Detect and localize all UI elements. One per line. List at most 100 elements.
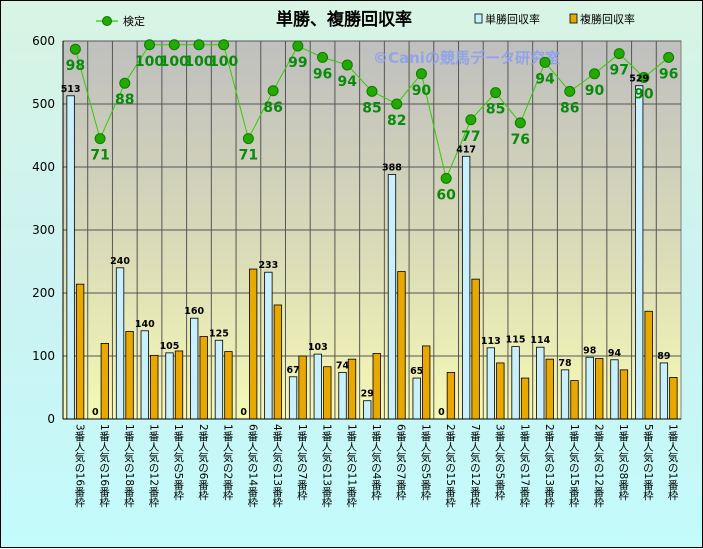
place-return-bar: [520, 377, 530, 420]
data-labels: 513 0 240 140 105 160 125 0 233 67 103 74 29 388 65 0 41…: [61, 54, 679, 418]
place-return-bar: [100, 342, 109, 420]
legend-win-swatch: [474, 13, 483, 24]
win-return-bar: [387, 174, 397, 420]
place-return-bar: [298, 355, 307, 420]
legend-win-label: 単勝回収率: [485, 12, 540, 26]
kentei-marker: [168, 39, 180, 51]
kentei-value-label: 86: [263, 100, 282, 116]
x-category-label: 1番人気の5番枠: [172, 424, 184, 501]
kentei-marker: [94, 133, 106, 145]
watermark-text: ©Caniの競馬データ研究室: [373, 49, 560, 67]
kentei-marker: [613, 48, 625, 60]
win-return-value-label: 160: [184, 306, 204, 317]
win-return-value-label: 0: [92, 407, 99, 418]
win-return-value-label: 115: [506, 335, 526, 346]
win-return-bar: [659, 362, 669, 420]
x-category-label: 6番人気の7番枠: [395, 424, 407, 501]
win-return-value-label: 103: [308, 342, 328, 353]
y-tick-label: 500: [32, 97, 55, 111]
kentei-marker: [292, 40, 304, 52]
place-return-bar: [150, 354, 159, 420]
win-return-bar: [313, 353, 322, 420]
win-return-value-label: 0: [438, 407, 445, 418]
kentei-value-label: 96: [313, 66, 332, 82]
legend-place-swatch: [569, 13, 578, 24]
kentei-marker: [415, 68, 427, 80]
kentei-marker: [317, 51, 329, 63]
kentei-marker: [144, 39, 156, 51]
win-return-value-label: 125: [209, 328, 229, 339]
win-return-bar: [536, 346, 545, 420]
win-return-value-label: 113: [481, 336, 501, 347]
kentei-value-label: 100: [160, 54, 189, 70]
place-return-bar: [669, 377, 678, 420]
y-tick-label: 0: [47, 412, 55, 426]
win-return-value-label: 98: [583, 345, 597, 356]
win-return-bar: [610, 359, 619, 420]
win-return-bar: [214, 339, 224, 420]
kentei-marker: [490, 87, 502, 99]
kentei-value-label: 71: [90, 148, 109, 164]
x-category-label: 1番人気の11番枠: [345, 424, 357, 508]
kentei-marker: [465, 114, 477, 126]
win-return-value-label: 140: [135, 319, 155, 330]
chart-title: 単勝、複勝回収率: [276, 9, 412, 30]
kentei-value-label: 85: [486, 102, 505, 118]
win-return-value-label: 0: [240, 407, 247, 418]
kentei-marker: [638, 72, 650, 84]
place-return-bar: [397, 271, 406, 420]
x-category-label: 2番人気の12番枠: [592, 424, 604, 508]
x-category-label: 1番人気の4番枠: [370, 424, 382, 501]
win-return-bar: [585, 356, 594, 420]
x-category-label: 1番人気の1番枠: [667, 424, 679, 501]
x-category-label: 2番人気の15番枠: [444, 424, 456, 508]
kentei-marker: [69, 43, 81, 55]
x-category-label: 1番人気の16番枠: [98, 424, 110, 508]
legend-kentei-label: 検定: [123, 14, 145, 28]
y-tick-label: 100: [32, 349, 55, 363]
kentei-value-label: 71: [239, 148, 258, 164]
win-return-bar: [511, 346, 520, 420]
win-return-value-label: 67: [286, 365, 299, 376]
x-category-label: 3番人気の5番枠: [494, 424, 506, 501]
kentei-value-label: 98: [66, 58, 85, 74]
win-return-value-label: 513: [61, 84, 81, 95]
legend: 検定 単勝回収率 複勝回収率: [96, 12, 635, 28]
place-return-bar: [471, 278, 480, 420]
place-return-bar: [570, 380, 579, 420]
win-return-value-label: 388: [382, 163, 402, 174]
win-return-value-label: 65: [410, 366, 423, 377]
kentei-value-label: 90: [585, 83, 605, 99]
kentei-marker: [366, 85, 378, 97]
kentei-value-label: 85: [362, 100, 381, 116]
win-return-value-label: 529: [629, 74, 649, 85]
win-return-bar: [635, 85, 644, 420]
kentei-marker: [341, 59, 353, 71]
win-return-value-label: 105: [160, 341, 180, 352]
win-return-value-label: 29: [361, 389, 374, 400]
kentei-value-label: 99: [288, 55, 307, 71]
kentei-marker: [588, 68, 600, 80]
kentei-value-label: 100: [135, 54, 164, 70]
place-return-bar: [199, 336, 208, 420]
kentei-marker: [391, 98, 403, 110]
x-category-label: 1番人気の18番枠: [123, 424, 135, 508]
kentei-value-label: 100: [209, 54, 238, 70]
place-return-bar: [174, 350, 184, 420]
x-category-label: 1番人気の2番枠: [222, 424, 234, 501]
place-return-bar: [347, 358, 357, 420]
x-category-label: 1番人気の17番枠: [518, 424, 530, 508]
place-return-bar: [248, 268, 258, 420]
win-return-value-label: 89: [657, 351, 670, 362]
kentei-marker: [539, 56, 551, 68]
line-series: [69, 39, 675, 184]
kentei-value-label: 88: [115, 92, 134, 108]
kentei-value-label: 77: [461, 129, 480, 145]
win-return-value-label: 74: [336, 360, 350, 371]
kentei-marker: [193, 39, 205, 51]
win-return-bar: [288, 376, 298, 420]
win-return-bar: [190, 317, 199, 420]
kentei-marker: [242, 133, 254, 145]
win-return-value-label: 78: [558, 358, 572, 369]
win-return-bar: [165, 352, 174, 420]
